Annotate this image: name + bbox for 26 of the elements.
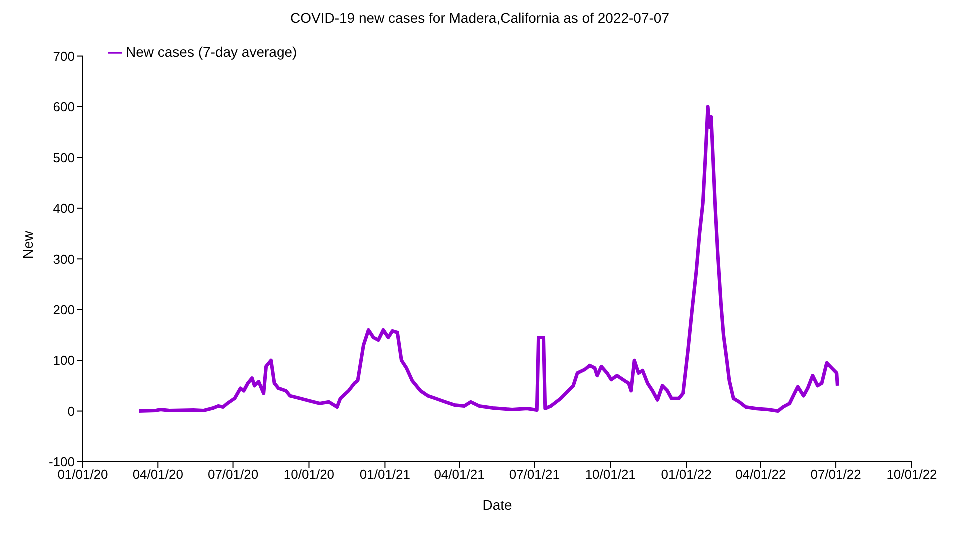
y-tick-label: 400 bbox=[53, 201, 75, 216]
y-tick-label: 300 bbox=[53, 252, 75, 267]
y-axis-title: New bbox=[20, 230, 36, 260]
y-tick-label: 0 bbox=[68, 404, 75, 419]
x-tick-label: 10/01/20 bbox=[284, 467, 335, 482]
legend-label: New cases (7-day average) bbox=[126, 44, 298, 60]
y-tick-label: 100 bbox=[53, 353, 75, 368]
y-tick-label: 600 bbox=[53, 100, 75, 115]
x-tick-label: 04/01/22 bbox=[736, 467, 786, 482]
y-tick-label: 500 bbox=[53, 150, 75, 166]
x-tick-label: 01/01/20 bbox=[58, 467, 108, 482]
line-series bbox=[137, 105, 840, 414]
x-axis-title: Date bbox=[482, 497, 512, 513]
x-tick-label: 10/01/21 bbox=[585, 467, 636, 482]
y-tick-label: 200 bbox=[53, 302, 75, 318]
chart-title: COVID-19 new cases for Madera,California as of 2022-07-07 bbox=[290, 10, 670, 28]
x-tick-label: 07/01/21 bbox=[509, 467, 560, 482]
y-tick-label: -100 bbox=[48, 454, 75, 470]
y-tick-label: 700 bbox=[53, 48, 75, 64]
x-tick-label: 04/01/20 bbox=[132, 467, 184, 482]
x-tick-label: 07/01/20 bbox=[208, 467, 259, 482]
x-tick-label: 01/01/22 bbox=[661, 467, 712, 482]
x-tick-label: 07/01/22 bbox=[810, 467, 862, 482]
x-tick-label: 10/01/22 bbox=[886, 467, 938, 482]
x-tick-label: 04/01/21 bbox=[434, 467, 485, 482]
x-tick-label: 01/01/21 bbox=[360, 467, 411, 482]
